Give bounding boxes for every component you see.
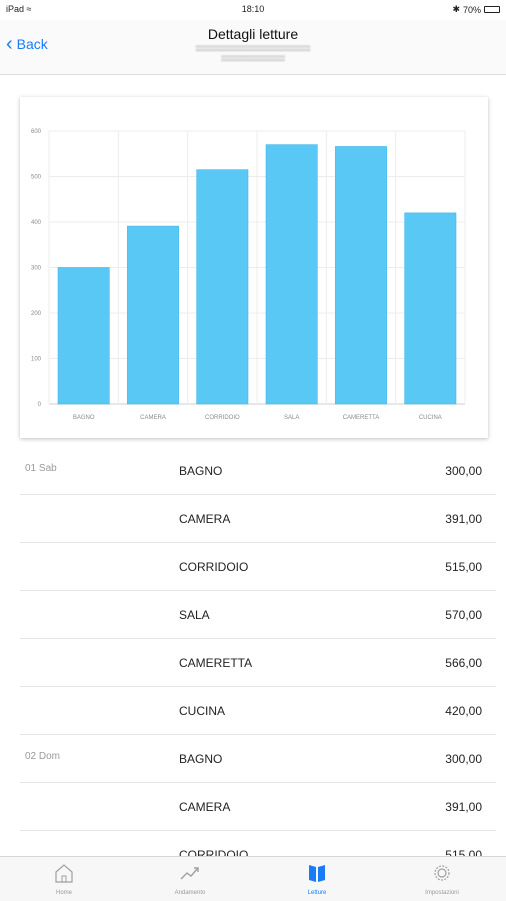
reading-row[interactable]: CAMERETTA 566,00 [0, 639, 506, 687]
gear-icon [434, 865, 450, 881]
nav-subtitle-redacted-2: ▒▒▒▒▒▒▒▒▒▒▒▒▒▒▒ [221, 56, 285, 62]
y-tick-label: 600 [31, 129, 42, 135]
row-separator [20, 638, 496, 639]
y-tick-label: 500 [31, 175, 42, 181]
bar-cameretta [335, 146, 387, 405]
y-tick-label: 200 [31, 311, 42, 317]
reading-row[interactable]: CAMERA 391,00 [0, 783, 506, 831]
x-tick-label: SALA [284, 415, 299, 421]
book-icon [309, 865, 325, 882]
reading-date: 02 Dom [25, 751, 61, 762]
tab-letture-label: Letture [307, 890, 327, 896]
nav-subtitle-redacted: ▒▒▒▒▒▒▒▒▒▒▒▒▒▒▒▒▒▒▒▒▒▒▒▒▒▒▒ [195, 46, 311, 52]
row-separator [20, 542, 496, 543]
tab-home[interactable]: Home [14, 857, 114, 901]
reading-row[interactable]: CORRIDOIO 515,00 [0, 543, 506, 591]
row-separator [20, 830, 496, 831]
reading-label: BAGNO [179, 464, 223, 478]
status-left: iPad ≈ [6, 4, 31, 14]
status-time: 18:10 [241, 4, 265, 14]
bar-bagno [57, 267, 110, 405]
bar-camera [127, 225, 179, 405]
bar-chart: 0 100 200 300 400 500 600 BAGNO CAMERA CORRIDOIO S… [31, 129, 466, 421]
reading-value: 391,00 [445, 512, 482, 526]
reading-row[interactable]: CUCINA 420,00 [0, 687, 506, 735]
row-separator [20, 686, 496, 687]
reading-label: CUCINA [179, 704, 226, 718]
reading-row[interactable]: CAMERA 391,00 [0, 495, 506, 543]
page-title: Dettagli letture [207, 26, 299, 42]
readings-list: 01 Sab BAGNO 300,00 CAMERA 391,00 CORRIDOIO 51… [0, 447, 506, 879]
home-icon [55, 864, 73, 883]
chevron-left-icon: ‹ [6, 33, 13, 55]
bar-corridoio [196, 169, 249, 405]
reading-value: 300,00 [445, 464, 482, 478]
reading-label: CAMERA [179, 800, 231, 814]
back-label: Back [16, 36, 48, 52]
x-tick-label: CORRIDOIO [205, 415, 240, 421]
y-tick-label: 300 [31, 266, 42, 272]
tab-impostazioni-label: Impostazioni [425, 890, 459, 896]
reading-label: BAGNO [179, 752, 223, 766]
reading-value: 420,00 [445, 704, 482, 718]
reading-row[interactable]: SALA 570,00 [0, 591, 506, 639]
nav-bar: ‹ Back Dettagli letture ▒▒▒▒▒▒▒▒▒▒▒▒▒▒▒▒… [0, 20, 506, 75]
row-separator [20, 734, 496, 735]
status-bar: iPad ≈ 18:10 ✱ 70% [0, 0, 506, 20]
tab-impostazioni[interactable]: Impostazioni [392, 857, 492, 901]
reading-label: CAMERA [179, 512, 231, 526]
x-tick-label: CAMERA [140, 415, 166, 421]
reading-value: 570,00 [445, 608, 482, 622]
reading-date: 01 Sab [25, 463, 57, 474]
battery-percent: 70% [462, 4, 481, 15]
tab-letture[interactable]: Letture [267, 857, 367, 901]
status-right: ✱ 70% [452, 4, 500, 15]
reading-label: CAMERETTA [179, 656, 253, 670]
tab-andamento[interactable]: Andamento [140, 857, 240, 901]
trend-icon [180, 867, 199, 880]
device-name: iPad [6, 4, 25, 14]
y-tick-label: 400 [31, 220, 42, 226]
bar-sala [265, 144, 318, 405]
bar-cucina [404, 212, 457, 405]
tab-bar: Home Andamento Letture Impostazioni [0, 856, 506, 901]
y-tick-label: 100 [31, 357, 42, 363]
x-tick-label: BAGNO [73, 415, 95, 421]
bluetooth-icon: ✱ [452, 4, 460, 14]
reading-value: 391,00 [445, 800, 482, 814]
reading-label: SALA [179, 608, 210, 622]
row-separator [20, 494, 496, 495]
reading-row[interactable]: 02 Dom BAGNO 300,00 [0, 735, 506, 783]
battery-icon [484, 6, 500, 13]
wifi-icon: ≈ [26, 4, 32, 14]
tab-andamento-label: Andamento [174, 890, 206, 896]
row-separator [20, 782, 496, 783]
row-separator [20, 590, 496, 591]
reading-label: CORRIDOIO [179, 560, 249, 574]
reading-value: 515,00 [445, 560, 482, 574]
reading-row[interactable]: 01 Sab BAGNO 300,00 [0, 447, 506, 495]
reading-value: 300,00 [445, 752, 482, 766]
x-tick-label: CAMERETTA [343, 415, 380, 421]
tab-home-label: Home [55, 890, 72, 896]
chart-card: 0 100 200 300 400 500 600 BAGNO CAMERA CORRIDOIO S… [20, 97, 488, 438]
back-button[interactable]: ‹ Back [6, 33, 48, 55]
x-tick-label: CUCINA [419, 415, 442, 421]
reading-value: 566,00 [445, 656, 482, 670]
y-tick-label: 0 [38, 402, 42, 408]
